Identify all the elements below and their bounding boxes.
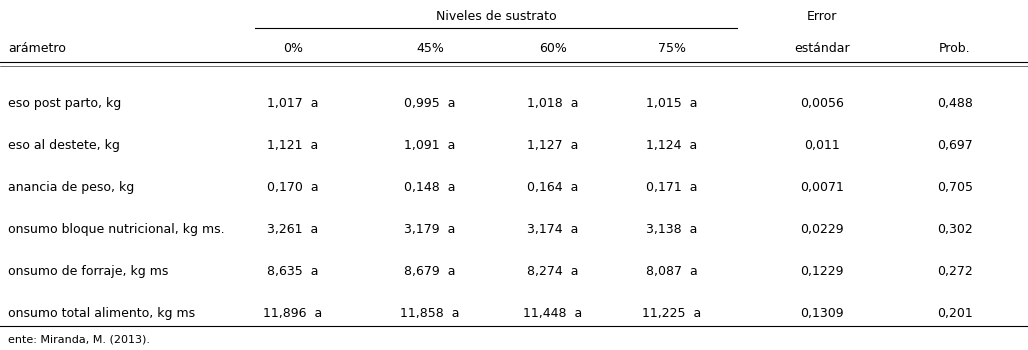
Text: 11,448  a: 11,448 a xyxy=(523,308,583,321)
Text: 0,171  a: 0,171 a xyxy=(647,182,698,195)
Text: 0,302: 0,302 xyxy=(938,224,972,237)
Text: 3,138  a: 3,138 a xyxy=(647,224,698,237)
Text: onsumo total alimento, kg ms: onsumo total alimento, kg ms xyxy=(8,308,195,321)
Text: 8,274  a: 8,274 a xyxy=(527,266,579,279)
Text: 45%: 45% xyxy=(416,42,444,55)
Text: 1,017  a: 1,017 a xyxy=(267,98,319,111)
Text: 0,0056: 0,0056 xyxy=(800,98,844,111)
Text: eso al destete, kg: eso al destete, kg xyxy=(8,140,120,153)
Text: onsumo de forraje, kg ms: onsumo de forraje, kg ms xyxy=(8,266,169,279)
Text: 8,679  a: 8,679 a xyxy=(404,266,455,279)
Text: 0,170  a: 0,170 a xyxy=(267,182,319,195)
Text: Prob.: Prob. xyxy=(940,42,970,55)
Text: 0,148  a: 0,148 a xyxy=(404,182,455,195)
Text: 0,995  a: 0,995 a xyxy=(404,98,455,111)
Text: 0,011: 0,011 xyxy=(804,140,840,153)
Text: 8,087  a: 8,087 a xyxy=(647,266,698,279)
Text: 11,225  a: 11,225 a xyxy=(642,308,702,321)
Text: 3,174  a: 3,174 a xyxy=(527,224,579,237)
Text: 0,164  a: 0,164 a xyxy=(527,182,579,195)
Text: 1,091  a: 1,091 a xyxy=(404,140,455,153)
Text: 75%: 75% xyxy=(658,42,686,55)
Text: arámetro: arámetro xyxy=(8,42,66,55)
Text: 0,1229: 0,1229 xyxy=(800,266,844,279)
Text: estándar: estándar xyxy=(795,42,850,55)
Text: 60%: 60% xyxy=(539,42,566,55)
Text: 3,261  a: 3,261 a xyxy=(267,224,319,237)
Text: onsumo bloque nutricional, kg ms.: onsumo bloque nutricional, kg ms. xyxy=(8,224,225,237)
Text: 0%: 0% xyxy=(283,42,303,55)
Text: 0,201: 0,201 xyxy=(938,308,972,321)
Text: 11,858  a: 11,858 a xyxy=(400,308,460,321)
Text: ente: Miranda, M. (2013).: ente: Miranda, M. (2013). xyxy=(8,335,150,345)
Text: 0,705: 0,705 xyxy=(937,182,972,195)
Text: Niveles de sustrato: Niveles de sustrato xyxy=(436,9,556,22)
Text: eso post parto, kg: eso post parto, kg xyxy=(8,98,121,111)
Text: 1,015  a: 1,015 a xyxy=(647,98,698,111)
Text: 1,124  a: 1,124 a xyxy=(647,140,698,153)
Text: 0,488: 0,488 xyxy=(938,98,972,111)
Text: 11,896  a: 11,896 a xyxy=(263,308,323,321)
Text: 3,179  a: 3,179 a xyxy=(404,224,455,237)
Text: 0,1309: 0,1309 xyxy=(800,308,844,321)
Text: 0,0229: 0,0229 xyxy=(800,224,844,237)
Text: 1,121  a: 1,121 a xyxy=(267,140,319,153)
Text: 1,127  a: 1,127 a xyxy=(527,140,579,153)
Text: 0,272: 0,272 xyxy=(938,266,972,279)
Text: 0,697: 0,697 xyxy=(938,140,972,153)
Text: 8,635  a: 8,635 a xyxy=(267,266,319,279)
Text: Error: Error xyxy=(807,9,837,22)
Text: 1,018  a: 1,018 a xyxy=(527,98,579,111)
Text: 0,0071: 0,0071 xyxy=(800,182,844,195)
Text: anancia de peso, kg: anancia de peso, kg xyxy=(8,182,135,195)
